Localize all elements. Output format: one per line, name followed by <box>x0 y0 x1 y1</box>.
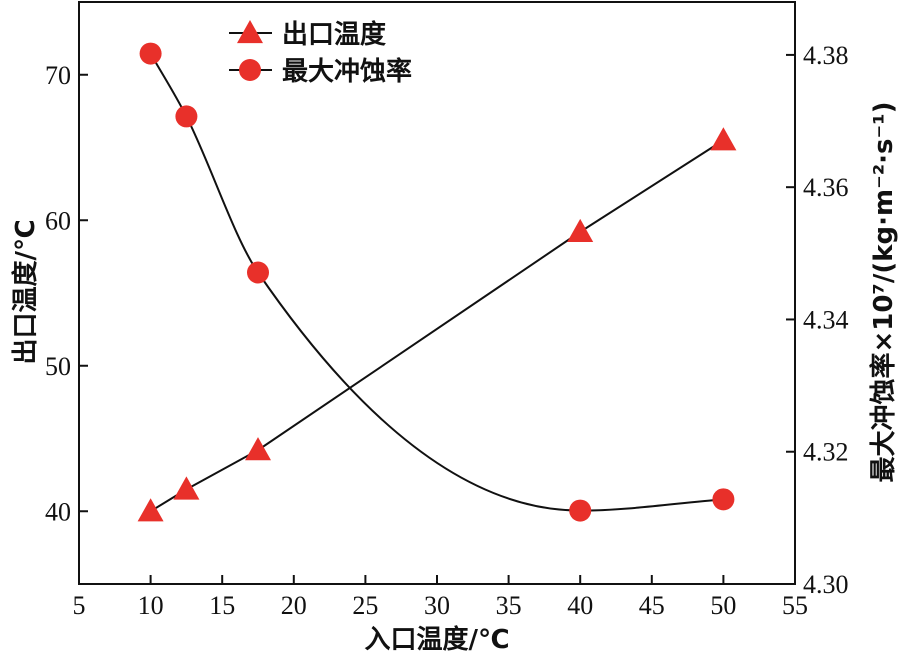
triangle-marker <box>173 476 200 500</box>
y-right-axis-ticks: 4.30 4.32 4.34 4.36 4.38 <box>786 41 849 599</box>
y-left-tick-label: 40 <box>45 497 71 526</box>
series-markers <box>137 42 737 522</box>
triangle-marker <box>245 437 271 461</box>
x-tick-label: 5 <box>73 591 86 620</box>
series-line-1 <box>150 139 724 513</box>
circle-marker <box>569 499 592 522</box>
circle-marker <box>247 261 269 284</box>
y-right-tick-label: 4.36 <box>803 173 849 202</box>
y-left-axis-title: 出口温度/℃ <box>10 220 41 365</box>
legend-label: 出口温度 <box>282 19 386 50</box>
series-lines <box>149 53 724 513</box>
circle-marker <box>175 105 198 128</box>
x-tick-label: 15 <box>209 591 235 620</box>
legend-circle-icon <box>239 59 261 81</box>
triangle-marker <box>137 498 164 522</box>
y-left-tick-label: 50 <box>45 352 71 381</box>
x-tick-label: 50 <box>710 591 736 620</box>
x-tick-label: 35 <box>496 591 522 620</box>
y-right-axis-title: 最大冲蚀率×10⁷/(kg·m⁻²·s⁻¹) <box>868 101 899 482</box>
legend-label: 最大冲蚀率 <box>282 56 412 87</box>
triangle-marker <box>567 218 594 243</box>
y-right-tick-label: 4.30 <box>803 570 849 599</box>
circle-marker <box>139 42 162 65</box>
x-tick-label: 10 <box>138 591 164 620</box>
x-axis-title: 入口温度/℃ <box>365 624 510 655</box>
legend-triangle-icon <box>237 20 263 44</box>
x-tick-label: 30 <box>424 591 450 620</box>
y-right-tick-label: 4.38 <box>803 41 849 70</box>
y-left-axis-ticks: 40 50 60 70 <box>45 61 88 526</box>
x-tick-label: 45 <box>639 591 665 620</box>
x-tick-label: 40 <box>567 591 593 620</box>
series-line-2 <box>149 53 724 512</box>
x-tick-label: 20 <box>281 591 307 620</box>
x-axis-ticks: 5 10 15 20 25 30 35 40 45 50 55 <box>73 575 808 620</box>
y-right-tick-label: 4.34 <box>803 305 849 334</box>
x-tick-label: 55 <box>782 591 808 620</box>
circle-marker <box>712 488 735 511</box>
x-tick-label: 25 <box>352 591 378 620</box>
y-right-tick-label: 4.32 <box>803 438 849 467</box>
triangle-marker <box>710 127 737 151</box>
y-left-tick-label: 60 <box>45 206 71 235</box>
y-left-tick-label: 70 <box>45 61 71 90</box>
